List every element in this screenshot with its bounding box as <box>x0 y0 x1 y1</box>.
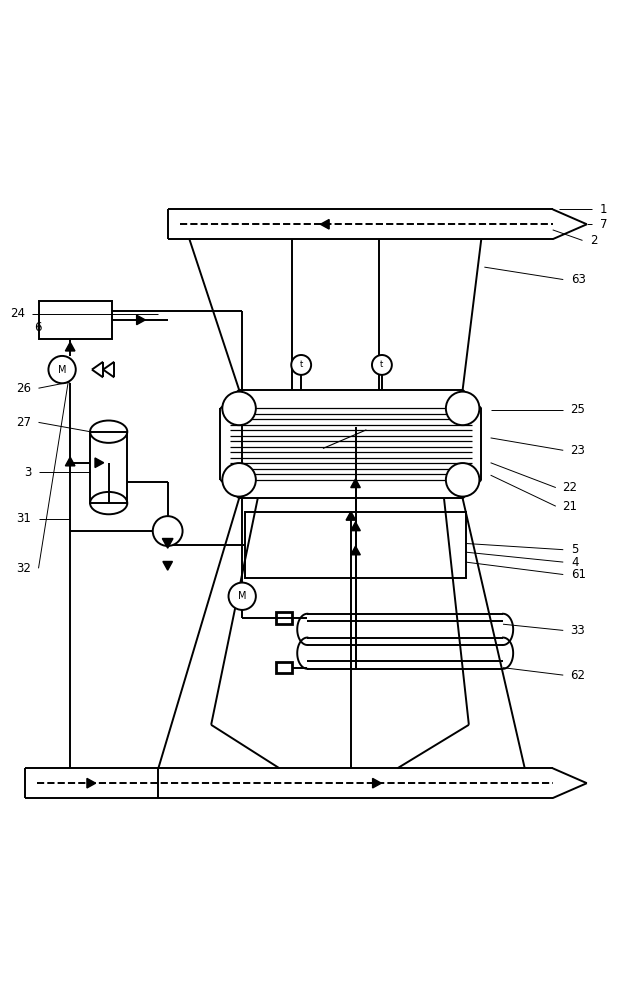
Text: t: t <box>299 360 303 369</box>
Bar <box>276 662 292 673</box>
Text: 24: 24 <box>10 307 25 320</box>
Text: 27: 27 <box>16 416 31 429</box>
Text: M: M <box>238 591 247 601</box>
Text: 2: 2 <box>590 234 597 247</box>
Polygon shape <box>320 219 329 229</box>
Text: 62: 62 <box>570 669 585 682</box>
Text: 6: 6 <box>34 321 42 334</box>
Text: 3: 3 <box>24 466 31 479</box>
Circle shape <box>222 463 256 497</box>
Text: 63: 63 <box>571 273 586 286</box>
Text: 25: 25 <box>570 403 585 416</box>
Polygon shape <box>351 546 360 555</box>
Circle shape <box>48 356 76 383</box>
Polygon shape <box>95 458 104 468</box>
Polygon shape <box>65 457 75 466</box>
Bar <box>90 432 127 503</box>
Text: 61: 61 <box>571 568 586 581</box>
Bar <box>276 612 292 624</box>
Text: 21: 21 <box>562 500 577 513</box>
Text: 26: 26 <box>16 382 31 395</box>
Circle shape <box>446 392 479 425</box>
Polygon shape <box>373 778 381 788</box>
Text: 32: 32 <box>16 562 31 575</box>
Text: 22: 22 <box>562 481 577 494</box>
Circle shape <box>222 392 256 425</box>
Bar <box>39 301 112 339</box>
Circle shape <box>291 355 311 375</box>
Circle shape <box>229 583 256 610</box>
Polygon shape <box>162 539 173 548</box>
Polygon shape <box>137 315 145 325</box>
Circle shape <box>372 355 392 375</box>
Text: 5: 5 <box>571 543 579 556</box>
Text: 4: 4 <box>571 556 579 569</box>
Polygon shape <box>163 561 173 570</box>
Text: M: M <box>58 365 66 375</box>
Text: 1: 1 <box>600 203 607 216</box>
Circle shape <box>153 516 183 546</box>
Polygon shape <box>87 778 96 788</box>
Circle shape <box>446 463 479 497</box>
Bar <box>245 512 466 578</box>
Text: 7: 7 <box>600 218 607 231</box>
Text: 31: 31 <box>16 512 31 525</box>
Polygon shape <box>351 522 360 531</box>
Text: t: t <box>380 360 384 369</box>
Polygon shape <box>346 511 356 520</box>
Polygon shape <box>65 342 75 351</box>
Text: 23: 23 <box>570 444 585 457</box>
Text: 33: 33 <box>570 624 585 637</box>
Polygon shape <box>351 479 360 488</box>
